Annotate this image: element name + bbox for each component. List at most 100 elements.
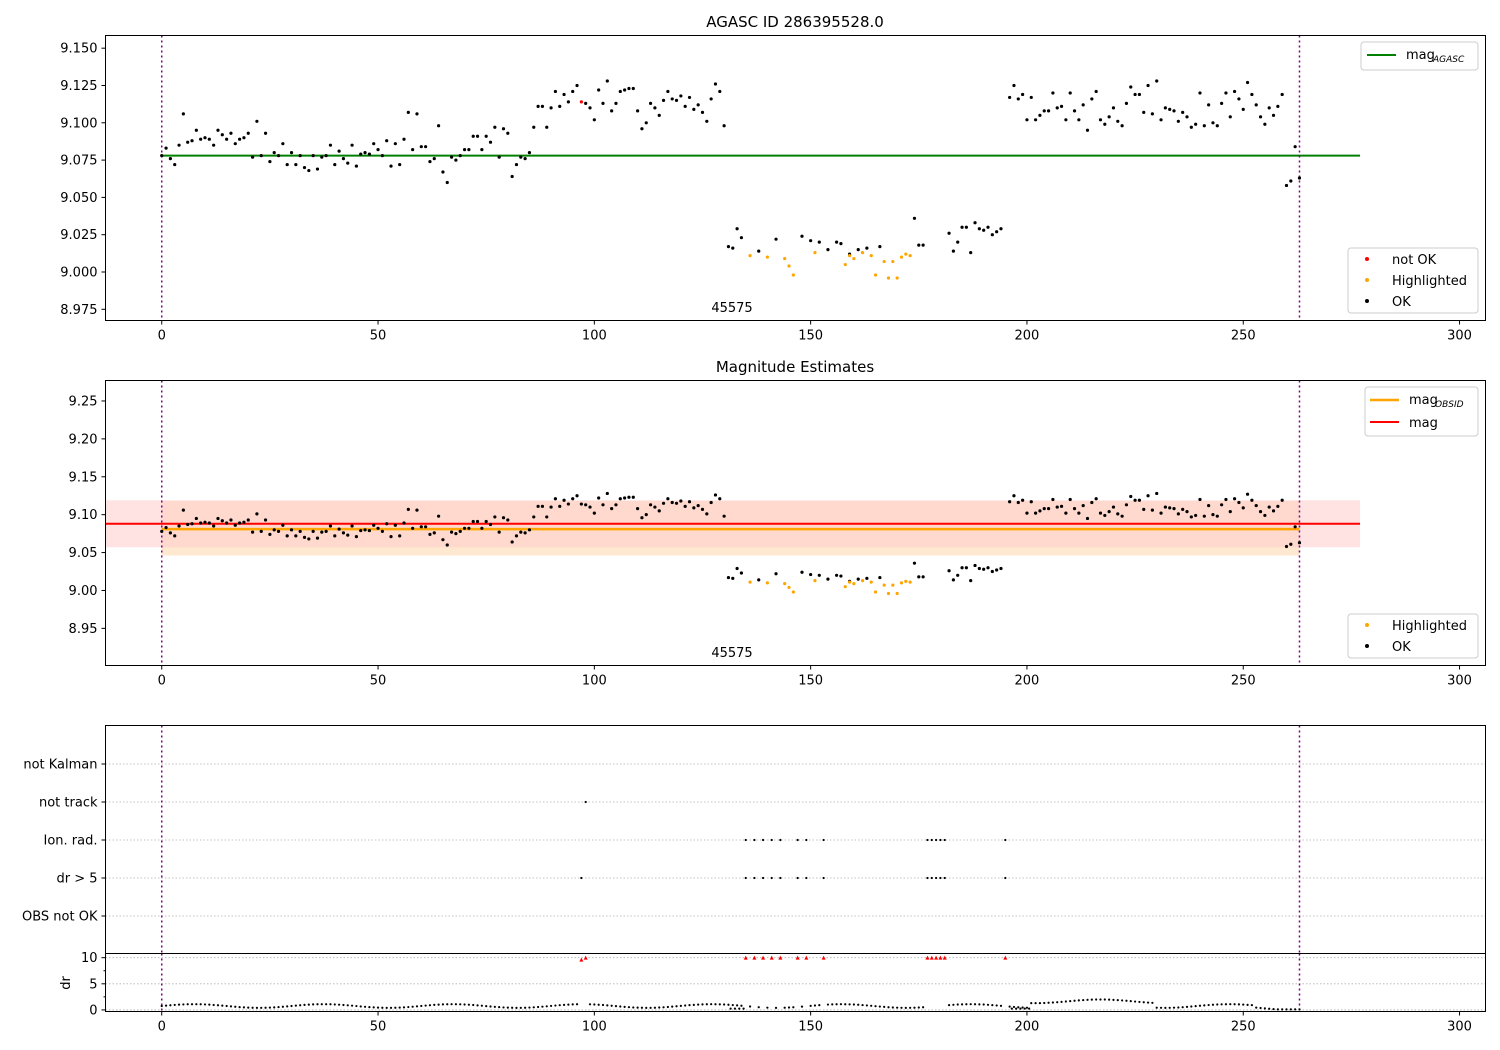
dr-point — [264, 1006, 267, 1009]
data-point — [575, 494, 579, 498]
flag-point — [934, 876, 938, 880]
panel2-title: Magnitude Estimates — [716, 358, 874, 376]
data-point — [164, 525, 168, 530]
dr-point — [857, 1003, 860, 1006]
dr-point — [766, 1006, 769, 1009]
data-point — [869, 253, 873, 258]
dr-point — [562, 1003, 566, 1006]
dr-point — [268, 1006, 271, 1009]
data-point — [1124, 503, 1129, 507]
data-point — [653, 505, 657, 509]
data-point — [294, 534, 298, 538]
data-point — [614, 503, 618, 507]
dr-point — [848, 1003, 851, 1006]
data-point — [977, 566, 981, 571]
data-point — [1293, 145, 1297, 149]
dr-point — [1025, 1006, 1029, 1009]
data-point — [878, 575, 882, 580]
data-point — [1228, 510, 1232, 514]
dr-point — [697, 1003, 700, 1006]
x-tick-label: 150 — [798, 1020, 823, 1035]
data-point — [376, 148, 380, 152]
dr-point — [965, 1003, 968, 1006]
data-point — [566, 502, 570, 506]
data-point — [333, 162, 337, 167]
dr-point — [1038, 1001, 1042, 1005]
data-point — [558, 504, 562, 508]
legend-ok-marker — [1365, 299, 1369, 303]
data-point — [493, 515, 497, 519]
dr-point — [844, 1003, 847, 1006]
dr-point — [567, 1003, 570, 1006]
legend-mag-obsid-sub: OBSID — [1435, 400, 1464, 410]
dr-point — [956, 1003, 959, 1006]
data-point — [1289, 179, 1293, 183]
data-point — [389, 535, 393, 539]
data-point — [1254, 103, 1258, 107]
data-point — [908, 580, 912, 584]
flag-point — [796, 838, 799, 842]
data-point — [527, 528, 532, 532]
data-point — [1185, 510, 1189, 514]
data-point — [514, 162, 519, 167]
dr-point — [1060, 1000, 1063, 1003]
flag-row-label: Ion. rad. — [44, 834, 98, 849]
dr-point — [645, 1006, 648, 1009]
dr-point — [610, 1004, 613, 1007]
data-point — [354, 164, 359, 168]
data-point — [501, 127, 506, 131]
data-point — [320, 530, 324, 534]
dr-point — [1294, 1008, 1297, 1011]
data-point — [298, 154, 302, 158]
data-point — [995, 568, 999, 572]
data-point — [1012, 494, 1016, 498]
dr-point — [1155, 1006, 1158, 1009]
data-point — [696, 103, 700, 107]
dr-point — [1056, 1001, 1059, 1004]
data-point — [700, 507, 705, 511]
data-point — [791, 590, 795, 594]
data-point — [1103, 122, 1107, 126]
dr-point — [870, 1004, 873, 1007]
dr-point — [338, 1003, 341, 1006]
dr-point — [1289, 1008, 1292, 1011]
dr-point — [922, 1006, 925, 1009]
dr-point — [329, 1003, 332, 1006]
y-tick-label: 9.100 — [60, 116, 97, 131]
data-point — [289, 151, 294, 155]
dr-point — [333, 1003, 336, 1006]
dr-point — [307, 1003, 310, 1006]
data-point — [462, 148, 467, 152]
data-point — [207, 137, 211, 141]
y-tick-label: 9.125 — [60, 79, 97, 94]
dr-point — [909, 1006, 912, 1009]
data-point — [951, 578, 955, 582]
x-tick-label: 50 — [370, 329, 387, 344]
dr-point — [835, 1003, 838, 1006]
data-point — [1051, 497, 1055, 502]
data-point — [817, 240, 821, 244]
data-point — [1172, 506, 1176, 511]
data-point — [1271, 509, 1276, 513]
data-point — [1029, 500, 1033, 504]
legend-mag-obsid-label: mag — [1409, 393, 1438, 408]
data-point — [800, 234, 804, 238]
dr-point — [485, 1004, 488, 1008]
y-tick-label: 9.050 — [60, 191, 97, 206]
dr-point — [991, 1004, 994, 1007]
dr-point — [467, 1003, 470, 1006]
data-point — [986, 566, 990, 570]
legend2-highlighted-marker — [1365, 623, 1369, 627]
data-point — [1129, 85, 1133, 89]
panel3-flags-frame — [105, 725, 1486, 954]
dr-point — [545, 1005, 548, 1008]
dr-point — [164, 1004, 168, 1007]
data-point — [354, 535, 359, 539]
dr-point — [978, 1003, 981, 1006]
data-point — [553, 89, 558, 94]
panel1-legend-lines: mag AGASC — [1360, 41, 1479, 71]
data-point — [1025, 511, 1029, 515]
x-tick-label: 0 — [158, 1020, 166, 1035]
data-point — [713, 82, 718, 86]
data-point — [800, 570, 804, 574]
